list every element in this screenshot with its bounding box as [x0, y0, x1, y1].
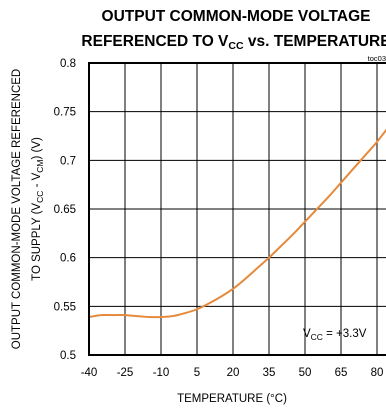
x-tick-label: -40 [81, 367, 98, 379]
x-tick-label: 35 [263, 367, 276, 379]
y-tick-label: 0.75 [54, 107, 76, 119]
y-axis-ticks: 0.8 0.75 0.7 0.65 0.6 0.55 0.5 [54, 58, 76, 362]
x-tick-label: 20 [227, 367, 240, 379]
series-line [88, 128, 386, 319]
y-tick-label: 0.5 [60, 350, 76, 362]
y-tick-label: 0.8 [60, 58, 76, 70]
chart-title-line-2: REFERENCED TO VCC vs. TEMPERATURE [81, 33, 386, 52]
data-series [88, 128, 386, 319]
grid-lines [89, 63, 386, 355]
x-tick-label: -10 [153, 367, 170, 379]
document-id: toc03 [368, 54, 386, 63]
y-axis-label-line-1: OUTPUT COMMON-MODE VOLTAGE REFERENCED [11, 69, 23, 350]
plot-frame [88, 62, 386, 356]
y-tick-label: 0.7 [60, 155, 76, 167]
x-tick-label: 80 [371, 367, 384, 379]
x-tick-label: 5 [194, 367, 200, 379]
x-axis-ticks: -40 -25 -10 5 20 35 50 65 80 [81, 367, 384, 379]
x-tick-label: 50 [299, 367, 312, 379]
y-tick-label: 0.65 [54, 204, 76, 216]
y-tick-label: 0.55 [54, 301, 76, 313]
x-axis-label: TEMPERATURE (°C) [177, 393, 287, 405]
x-tick-label: 65 [335, 367, 348, 379]
y-axis-label-line-2: TO SUPPLY (VCC - VCM) (V) [31, 137, 45, 281]
supply-voltage-annotation: VCC = +3.3V [303, 328, 367, 342]
chart-title-line-1: OUTPUT COMMON-MODE VOLTAGE [102, 8, 371, 25]
y-tick-label: 0.6 [60, 253, 76, 265]
x-tick-label: -25 [117, 367, 134, 379]
